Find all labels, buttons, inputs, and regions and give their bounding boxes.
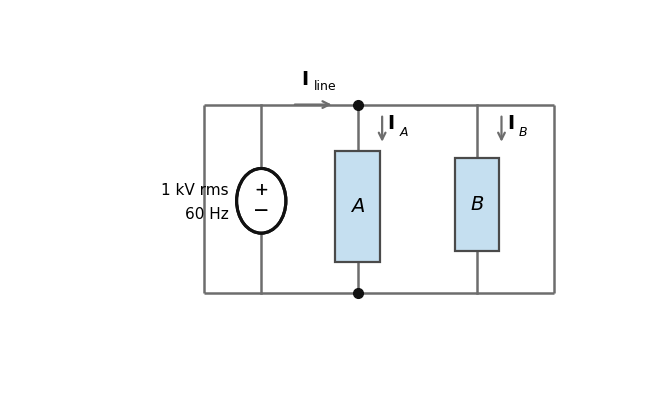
- Text: 60 Hz: 60 Hz: [185, 207, 229, 222]
- Bar: [335, 151, 380, 262]
- Text: +: +: [254, 181, 268, 199]
- Text: B: B: [519, 126, 527, 139]
- Text: +: +: [254, 181, 268, 199]
- Text: line: line: [314, 80, 336, 93]
- Ellipse shape: [238, 169, 285, 233]
- Text: A: A: [351, 197, 364, 216]
- Text: I: I: [301, 70, 308, 89]
- Text: −: −: [253, 202, 269, 220]
- Text: I: I: [387, 114, 395, 133]
- Text: I: I: [507, 114, 514, 133]
- Text: 1 kV rms: 1 kV rms: [161, 183, 229, 197]
- Ellipse shape: [237, 168, 286, 233]
- Text: A: A: [399, 126, 408, 139]
- Bar: [455, 158, 499, 251]
- Text: B: B: [470, 195, 484, 214]
- Text: −: −: [253, 202, 269, 220]
